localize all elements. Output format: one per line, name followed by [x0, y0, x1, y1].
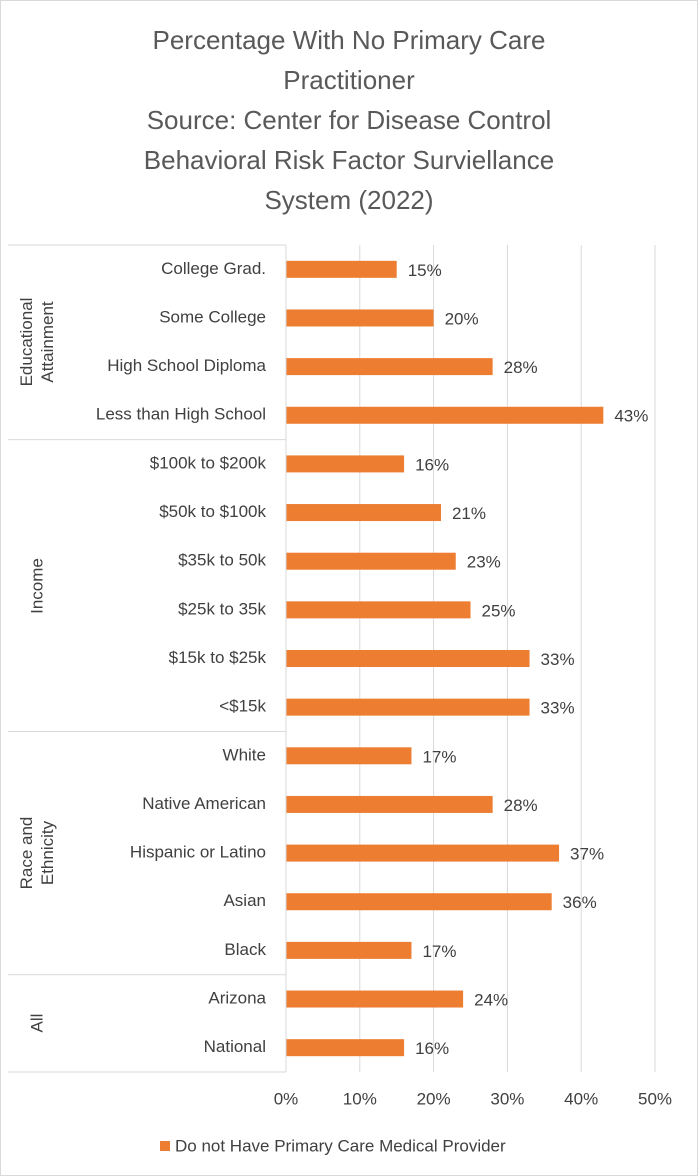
data-label: 36% [563, 893, 597, 912]
bar [286, 504, 441, 522]
bar [286, 358, 493, 376]
bar [286, 747, 412, 765]
y-tick-label: <$15k [219, 697, 266, 716]
y-tick-label: $100k to $200k [150, 453, 267, 472]
title-block: Percentage With No Primary Care Practiti… [0, 20, 698, 220]
bar [286, 893, 552, 911]
x-tick-label: 10% [343, 1089, 377, 1108]
data-label: 25% [482, 601, 516, 620]
chart-subtitle: Source: Center for Disease Control Behav… [143, 105, 555, 215]
x-tick-label: 50% [638, 1089, 672, 1108]
y-tick-label: Asian [223, 891, 266, 910]
bar [286, 941, 412, 959]
data-label: 24% [474, 991, 508, 1010]
data-label: 16% [415, 455, 449, 474]
y-tick-label: Some College [159, 307, 266, 326]
bar [286, 698, 530, 716]
data-label: 33% [541, 699, 575, 718]
data-label: 33% [541, 650, 575, 669]
data-label: 17% [422, 747, 456, 766]
data-label: 21% [452, 504, 486, 523]
bar [286, 406, 604, 424]
chart-title: Percentage With No Primary Care Practiti… [152, 25, 546, 95]
bar [286, 260, 397, 278]
x-tick-label: 30% [490, 1089, 524, 1108]
bar [286, 990, 464, 1008]
bar [286, 650, 530, 667]
bar [286, 601, 471, 619]
y-tick-label: Arizona [208, 989, 266, 1008]
y-tick-label: $50k to $100k [159, 502, 266, 521]
y-tick-label: Less than High School [96, 405, 266, 424]
y-tick-label: $15k to $25k [169, 648, 267, 667]
legend-swatch [160, 1141, 170, 1151]
group-label: Race and Ethnicity [17, 816, 57, 890]
data-label: 17% [422, 942, 456, 961]
data-label: 20% [445, 309, 479, 328]
bar [286, 795, 493, 813]
data-label: 16% [415, 1039, 449, 1058]
y-tick-label: White [223, 745, 266, 764]
y-tick-label: High School Diploma [107, 356, 266, 375]
bar [286, 844, 560, 862]
data-label: 15% [408, 261, 442, 280]
x-tick-label: 40% [564, 1089, 598, 1108]
group-label: Educational Attainment [17, 297, 57, 387]
group-label: All [27, 1013, 47, 1033]
bar [286, 1039, 405, 1057]
legend-label: Do not Have Primary Care Medical Provide… [175, 1136, 506, 1155]
bar [286, 309, 434, 327]
y-tick-label: College Grad. [161, 259, 266, 278]
x-tick-label: 0% [274, 1089, 299, 1108]
data-label: 37% [570, 845, 604, 864]
y-tick-label: $35k to 50k [178, 551, 266, 570]
x-tick-label: 20% [417, 1089, 451, 1108]
y-tick-label: Black [224, 940, 266, 959]
group-label: Income [27, 557, 47, 614]
data-label: 43% [614, 407, 648, 426]
y-tick-label: National [204, 1037, 266, 1056]
data-label: 23% [467, 553, 501, 572]
data-label: 28% [504, 358, 538, 377]
bar [286, 455, 405, 473]
bar [286, 552, 456, 570]
y-tick-label: Hispanic or Latino [130, 843, 266, 862]
y-tick-label: Native American [142, 794, 266, 813]
data-label: 28% [504, 796, 538, 815]
y-tick-label: $25k to 35k [178, 599, 266, 618]
